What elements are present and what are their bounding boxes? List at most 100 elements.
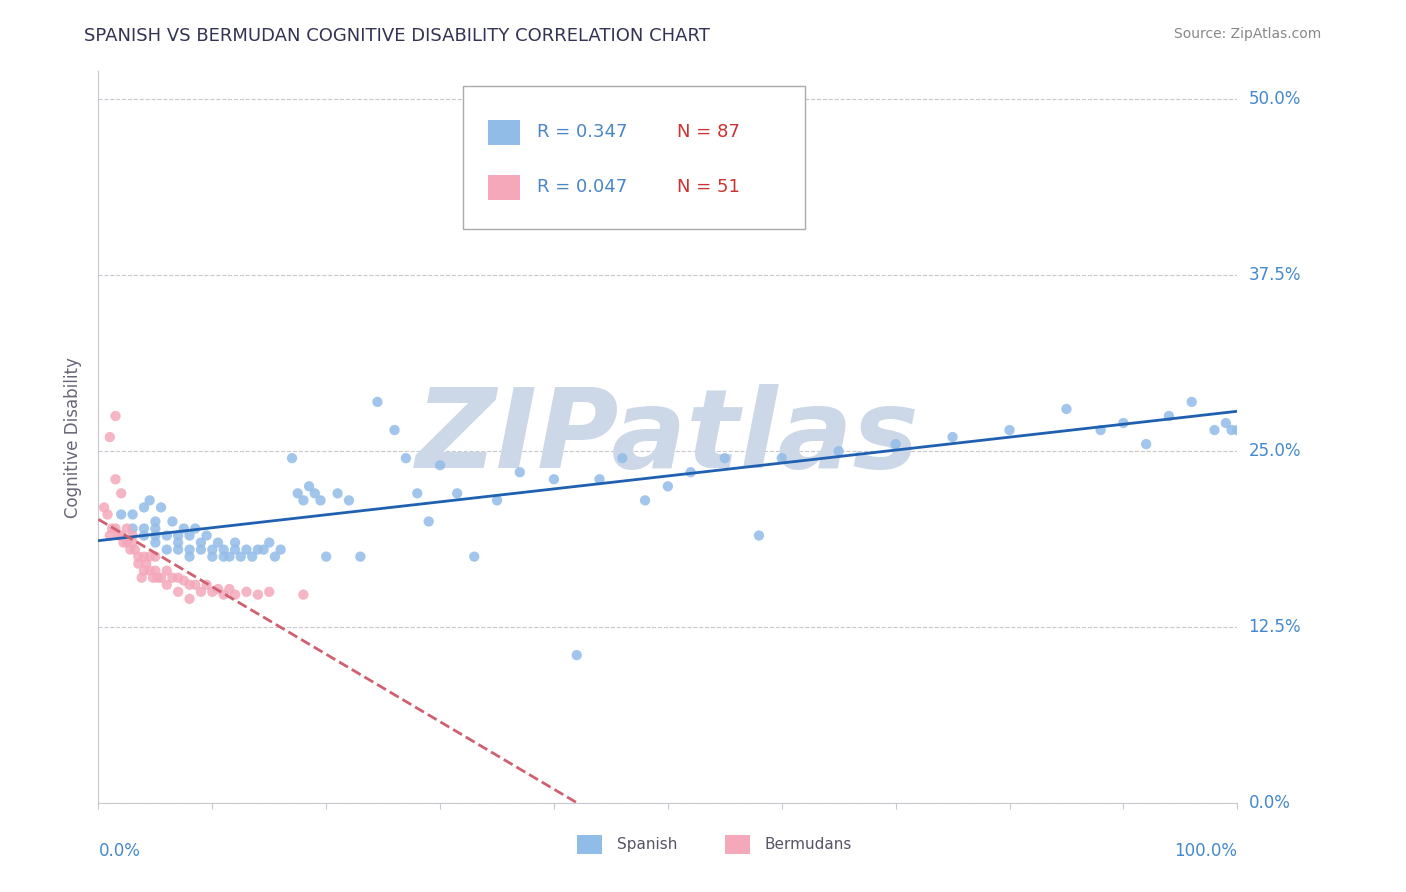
Point [259,535,281,549]
Point [588,472,610,486]
Point [770,451,793,466]
Point [173,521,195,535]
Text: ZIPatlas: ZIPatlas [416,384,920,491]
Point [714,451,737,466]
Point [1054,401,1078,416]
Text: 100.0%: 100.0% [1174,842,1237,860]
Point [112,535,135,549]
Point [281,451,304,466]
Point [162,515,184,529]
Point [184,521,207,535]
Point [104,472,127,486]
Point [326,486,349,500]
Point [224,588,246,602]
Point [124,542,146,557]
Point [110,508,132,522]
Point [384,423,406,437]
Point [543,472,565,486]
Point [138,493,160,508]
Point [509,465,531,479]
Point [156,528,179,542]
Point [195,578,218,592]
Point [132,500,155,515]
Point [173,574,195,588]
Text: 12.5%: 12.5% [1249,618,1301,636]
Text: N = 87: N = 87 [676,123,740,141]
Point [138,564,160,578]
FancyBboxPatch shape [725,835,749,854]
Point [270,542,292,557]
Point [104,409,127,423]
Point [1220,423,1243,437]
Point [145,521,167,535]
Point [240,549,263,564]
Point [218,582,240,596]
Point [167,535,190,549]
Text: Source: ZipAtlas.com: Source: ZipAtlas.com [1174,27,1322,41]
Point [486,493,509,508]
Point [224,542,246,557]
Point [132,564,155,578]
Point [98,528,121,542]
Point [115,535,138,549]
Point [121,521,143,535]
Point [1157,409,1180,423]
Point [337,493,360,508]
Point [212,542,235,557]
Point [235,542,257,557]
Point [252,542,274,557]
Point [259,584,281,599]
Point [218,549,240,564]
Point [1181,395,1204,409]
Point [531,184,554,198]
Point [179,591,201,606]
Point [195,528,218,542]
Point [96,508,118,522]
Point [145,535,167,549]
Point [1215,416,1237,430]
Point [156,542,179,557]
Point [167,528,190,542]
Point [179,528,201,542]
Point [201,542,224,557]
Point [349,549,371,564]
Point [156,578,179,592]
Point [828,444,851,458]
Point [634,493,657,508]
Point [942,430,965,444]
Point [748,528,770,542]
Point [212,549,235,564]
Point [142,571,165,585]
Point [395,451,418,466]
Point [127,557,149,571]
Point [201,584,224,599]
Point [298,479,321,493]
Point [207,582,229,596]
FancyBboxPatch shape [488,120,520,145]
Point [115,521,138,535]
Point [315,549,337,564]
Point [145,528,167,542]
Point [235,584,257,599]
Point [145,515,167,529]
Point [110,486,132,500]
Point [110,528,132,542]
Point [246,588,269,602]
Point [120,542,142,557]
Point [162,571,184,585]
Point [201,549,224,564]
Point [132,521,155,535]
Point [1135,437,1157,451]
Text: R = 0.347: R = 0.347 [537,123,627,141]
Point [127,549,149,564]
Point [179,542,201,557]
Text: Spanish: Spanish [617,837,676,852]
Point [612,451,634,466]
Point [229,549,252,564]
Point [145,549,167,564]
Point [104,521,127,535]
Point [309,493,332,508]
Point [150,500,173,515]
Point [998,423,1021,437]
Point [156,564,179,578]
